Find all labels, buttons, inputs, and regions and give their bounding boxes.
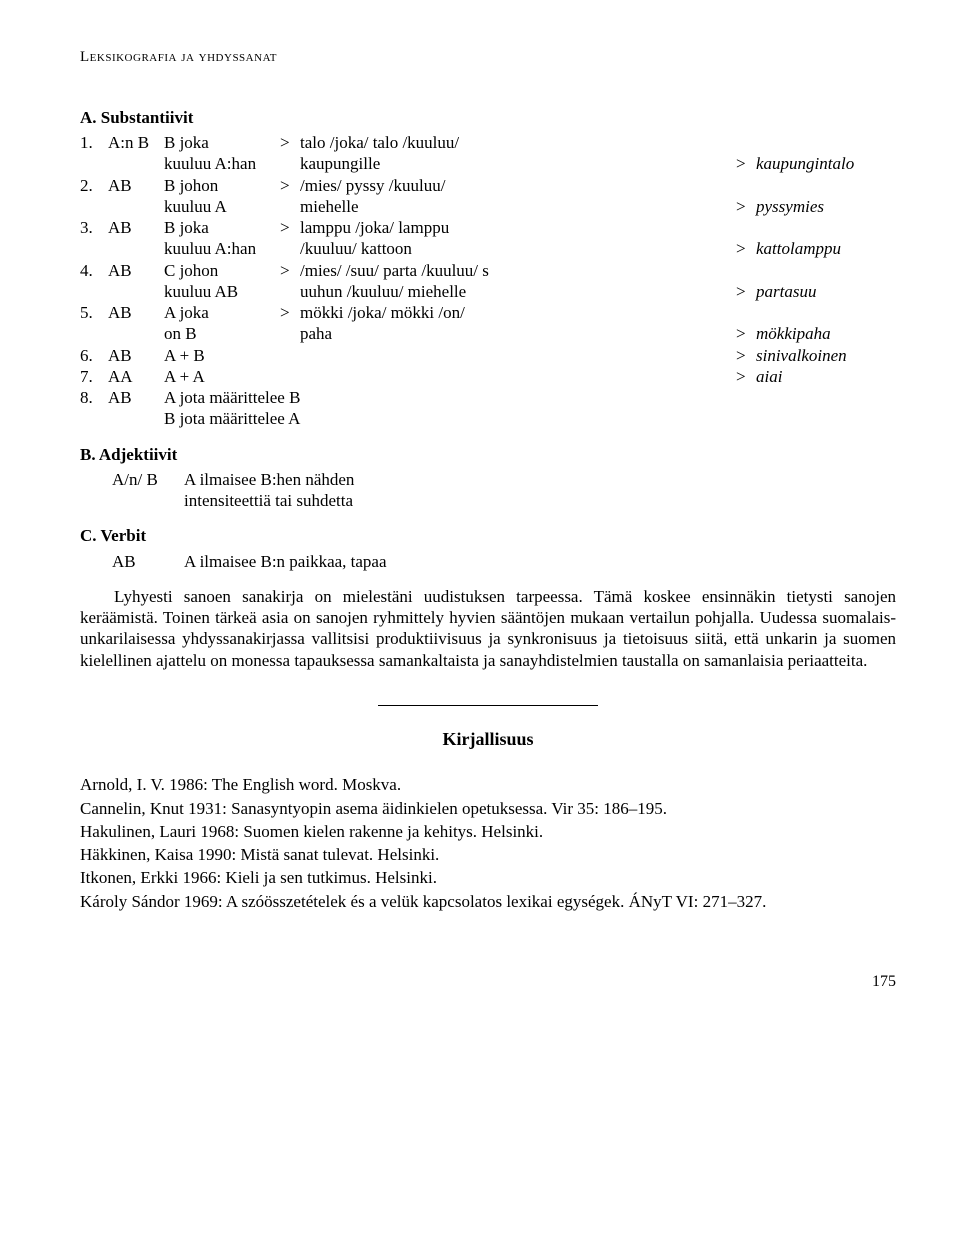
row-tx: mökki /joka/ mökki /on/ [300, 302, 736, 323]
verbit-block: AB A ilmaisee B:n paikkaa, tapaa [112, 551, 896, 572]
list-row: 8.ABA jota määrittelee B [80, 387, 896, 408]
list-row: kuuluu AB uuhun /kuuluu/ miehelle>partasu… [80, 281, 896, 302]
row-bx: kuuluu A:han [164, 153, 280, 174]
list-row: 3.ABB joka>lamppu /joka/ lamppu [80, 217, 896, 238]
ref-item: Hakulinen, Lauri 1968: Suomen kielen rak… [80, 821, 896, 842]
list-row: 7.AAA + A >aiai [80, 366, 896, 387]
row-bx: B johon [164, 175, 280, 196]
verb-line1: A ilmaisee B:n paikkaa, tapaa [184, 551, 387, 572]
row-num: 2. [80, 175, 108, 196]
row-num: 1. [80, 132, 108, 153]
row-gt: > [280, 260, 300, 281]
bibliography-list: Arnold, I. V. 1986: The English word. Mo… [80, 774, 896, 912]
row-bx: on B [164, 323, 280, 344]
row-gt2: > [736, 281, 756, 302]
list-row: kuuluu A:han kaupungille>kaupungintalo [80, 153, 896, 174]
row-bx: kuuluu A [164, 196, 280, 217]
substantiivit-list: 1.A:n BB joka>talo /joka/ talo /kuuluu/k… [80, 132, 896, 430]
list-row: kuuluu A:han/kuuluu/ kattoon>kattolamppu [80, 238, 896, 259]
ref-item: Cannelin, Knut 1931: Sanasyntyopin asema… [80, 798, 896, 819]
row-res: pyssymies [756, 196, 896, 217]
row-ab: A:n B [108, 132, 164, 153]
row-bx: C johon [164, 260, 280, 281]
row-ab: AB [108, 387, 164, 408]
row-res: kaupungintalo [756, 153, 896, 174]
row-tx: uuhun /kuuluu/ miehelle [300, 281, 736, 302]
list-row: on B paha>mökkipaha [80, 323, 896, 344]
row-bx: A joka [164, 302, 280, 323]
row-tx: /kuuluu/ kattoon [300, 238, 736, 259]
row-num: 8. [80, 387, 108, 408]
row-bx: A + A [164, 366, 280, 387]
separator-rule [378, 705, 598, 706]
row-tx: /mies/ pyssy /kuuluu/ [300, 175, 736, 196]
row-gt: > [280, 302, 300, 323]
row-res: mökkipaha [756, 323, 896, 344]
list-row: B jota määrittelee A [80, 408, 896, 429]
row-num: 4. [80, 260, 108, 281]
row-gt2: > [736, 345, 756, 366]
row-bx: kuuluu A:han [164, 238, 280, 259]
row-ab: AB [108, 175, 164, 196]
row-bx: kuuluu AB [164, 281, 280, 302]
row-gt2: > [736, 238, 756, 259]
row-ab: AB [108, 217, 164, 238]
row-res: sinivalkoinen [756, 345, 896, 366]
adj-ab: A/n/ B [112, 469, 184, 490]
row-ab: AB [108, 345, 164, 366]
row-tx: paha [300, 323, 736, 344]
adj-line2: intensiteettiä tai suhdetta [184, 490, 353, 511]
row-ab: AB [108, 302, 164, 323]
section-b-head: B. Adjektiivit [80, 444, 896, 465]
row-res: aiai [756, 366, 896, 387]
list-row: 1.A:n BB joka>talo /joka/ talo /kuuluu/ [80, 132, 896, 153]
row-bx: B joka [164, 132, 280, 153]
list-row: 6.ABA + B >sinivalkoinen [80, 345, 896, 366]
adjektiivit-block: A/n/ B A ilmaisee B:hen nähden intensite… [112, 469, 896, 512]
page-number: 175 [80, 972, 896, 992]
list-row: 4.ABC johon>/mies/ /suu/ parta /kuuluu/ … [80, 260, 896, 281]
row-tx: miehelle [300, 196, 736, 217]
row-gt: > [280, 175, 300, 196]
ref-item: Arnold, I. V. 1986: The English word. Mo… [80, 774, 896, 795]
list-row: 2.ABB johon>/mies/ pyssy /kuuluu/ [80, 175, 896, 196]
row-num: 3. [80, 217, 108, 238]
row-tx: kaupungille [300, 153, 736, 174]
row-gt: > [280, 132, 300, 153]
row-ab: AB [108, 260, 164, 281]
row-bx: A + B [164, 345, 280, 366]
adj-line1: A ilmaisee B:hen nähden [184, 469, 354, 490]
row-ab: AA [108, 366, 164, 387]
row-tx: /mies/ /suu/ parta /kuuluu/ s [300, 260, 736, 281]
row-gt2: > [736, 153, 756, 174]
body-paragraph: Lyhyesti sanoen sanakirja on mielestäni … [80, 586, 896, 671]
section-c-head: C. Verbit [80, 525, 896, 546]
row-num: 6. [80, 345, 108, 366]
row-gt2: > [736, 196, 756, 217]
row-bx: B jota määrittelee A [164, 408, 896, 429]
section-a-head: A. Substantiivit [80, 107, 896, 128]
row-bx: A jota määrittelee B [164, 387, 896, 408]
list-row: 5.ABA joka>mökki /joka/ mökki /on/ [80, 302, 896, 323]
row-gt2: > [736, 323, 756, 344]
row-res: kattolamppu [756, 238, 896, 259]
row-tx: lamppu /joka/ lamppu [300, 217, 736, 238]
row-tx: talo /joka/ talo /kuuluu/ [300, 132, 736, 153]
ref-item: Itkonen, Erkki 1966: Kieli ja sen tutkim… [80, 867, 896, 888]
row-bx: B joka [164, 217, 280, 238]
row-num: 7. [80, 366, 108, 387]
verb-ab: AB [112, 551, 184, 572]
running-head: Leksikografia ja yhdyssanat [80, 48, 896, 67]
ref-item: Häkkinen, Kaisa 1990: Mistä sanat tuleva… [80, 844, 896, 865]
ref-item: Károly Sándor 1969: A szóösszetételek és… [80, 891, 896, 912]
row-gt: > [280, 217, 300, 238]
list-row: kuuluu A miehelle>pyssymies [80, 196, 896, 217]
row-gt2: > [736, 366, 756, 387]
row-num: 5. [80, 302, 108, 323]
bibliography-head: Kirjallisuus [80, 728, 896, 751]
row-res: partasuu [756, 281, 896, 302]
